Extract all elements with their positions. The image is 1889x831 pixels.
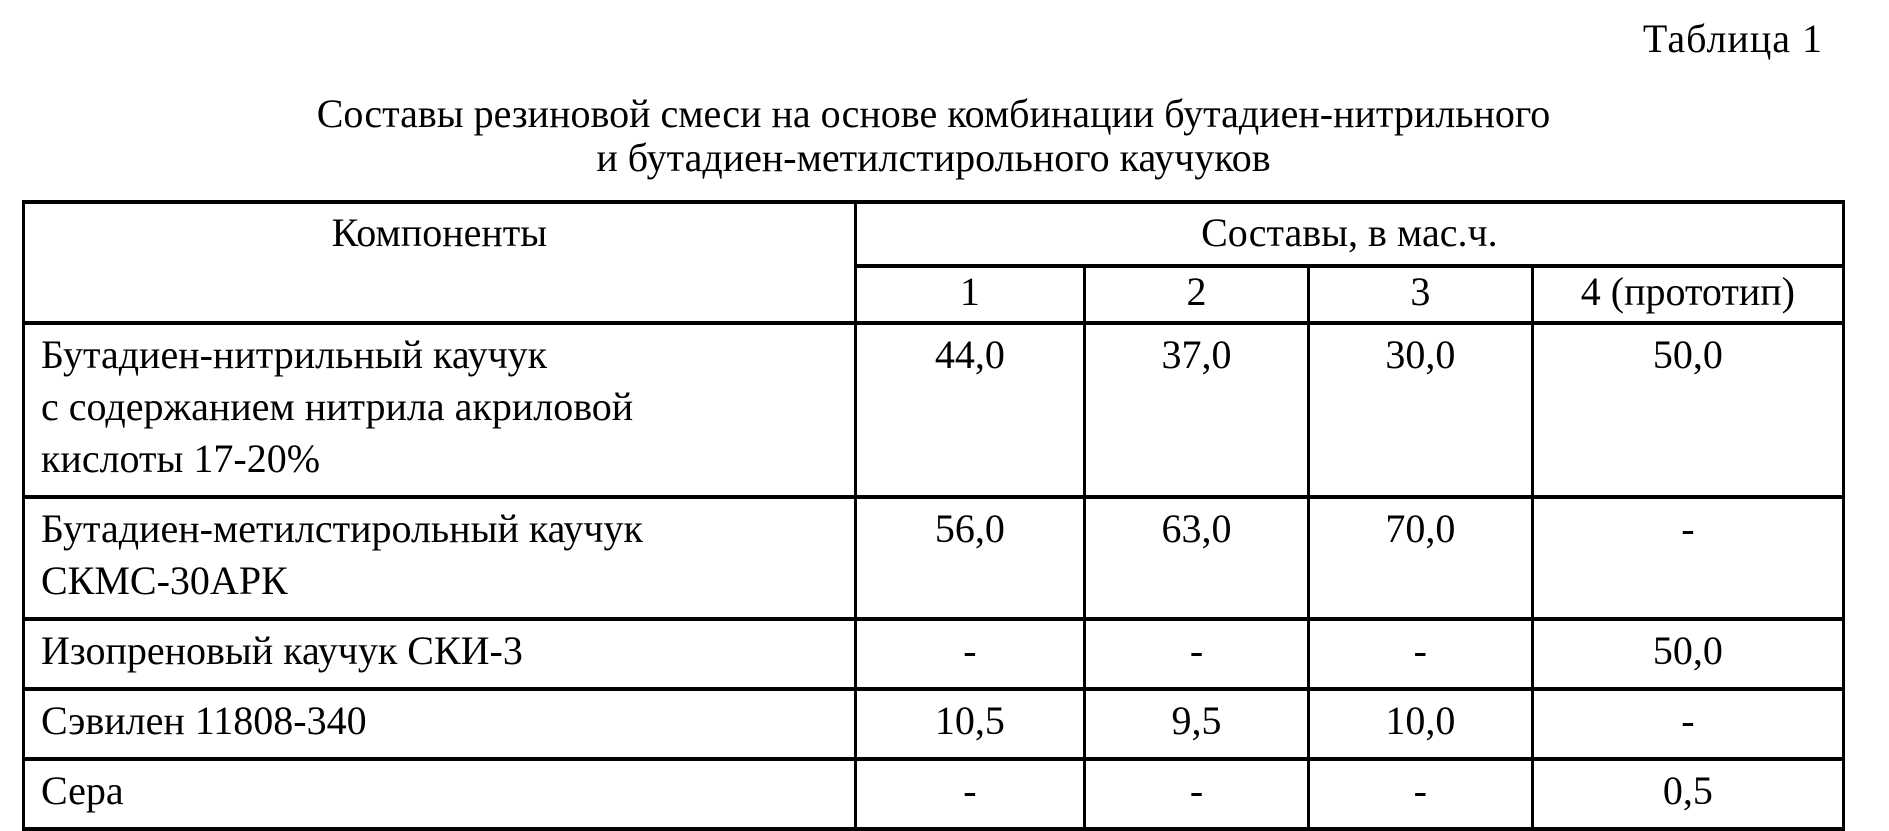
component-name: Бутадиен-метилстирольный каучук СКМС-30А… <box>22 495 857 621</box>
column-header-components: Компоненты <box>22 200 857 325</box>
value-composition-2: - <box>1083 617 1310 691</box>
value-composition-2: 63,0 <box>1083 495 1310 621</box>
value-composition-1: - <box>853 617 1087 691</box>
value-composition-1: 56,0 <box>853 495 1087 621</box>
component-name: Сэвилен 11808-340 <box>22 687 857 761</box>
component-name: Изопреновый каучук СКИ-3 <box>22 617 857 691</box>
value-composition-4: 50,0 <box>1530 617 1846 691</box>
composition-column-header-1: 1 <box>853 263 1087 326</box>
column-header-compositions: Составы, в мас.ч. <box>853 200 1846 268</box>
composition-column-header-3: 3 <box>1306 263 1534 326</box>
value-composition-4: 50,0 <box>1530 321 1846 499</box>
component-name: Бутадиен-нитрильный каучук с содержанием… <box>22 321 857 499</box>
table-header-row: Компоненты Составы, в мас.ч. <box>22 200 1846 325</box>
table-row: Сэвилен 11808-340 10,5 9,5 10,0- <box>22 687 1846 761</box>
value-composition-3: 10,0 <box>1306 687 1534 761</box>
composition-column-header-4: 4 (прототип) <box>1530 263 1846 326</box>
value-composition-1: - <box>853 757 1087 831</box>
value-composition-4: - <box>1530 687 1846 761</box>
value-composition-1: 44,0 <box>853 321 1087 499</box>
table-row: Изопреновый каучук СКИ-3- - -50,0 <box>22 617 1846 691</box>
table-row: Бутадиен-нитрильный каучук с содержанием… <box>22 321 1846 499</box>
value-composition-1: 10,5 <box>853 687 1087 761</box>
value-composition-2: 37,0 <box>1083 321 1310 499</box>
document-title: Составы резиновой смеси на основе комбин… <box>22 92 1845 180</box>
value-composition-3: - <box>1306 617 1534 691</box>
table-row: Сера - - -0,5 <box>22 757 1846 831</box>
document-title-line2: и бутадиен-метилстирольного каучуков <box>596 135 1271 180</box>
value-composition-2: - <box>1083 757 1310 831</box>
value-composition-4: 0,5 <box>1530 757 1846 831</box>
table-row: Бутадиен-метилстирольный каучук СКМС-30А… <box>22 495 1846 621</box>
value-composition-3: - <box>1306 757 1534 831</box>
component-name: Сера <box>22 757 857 831</box>
value-composition-3: 30,0 <box>1306 321 1534 499</box>
value-composition-4: - <box>1530 495 1846 621</box>
value-composition-2: 9,5 <box>1083 687 1310 761</box>
composition-column-header-2: 2 <box>1083 263 1310 326</box>
document-title-line1: Составы резиновой смеси на основе комбин… <box>316 91 1551 136</box>
value-composition-3: 70,0 <box>1306 495 1534 621</box>
table-label: Таблица 1 <box>1642 16 1823 61</box>
document-page: Таблица 1 Составы резиновой смеси на осн… <box>22 16 1846 831</box>
